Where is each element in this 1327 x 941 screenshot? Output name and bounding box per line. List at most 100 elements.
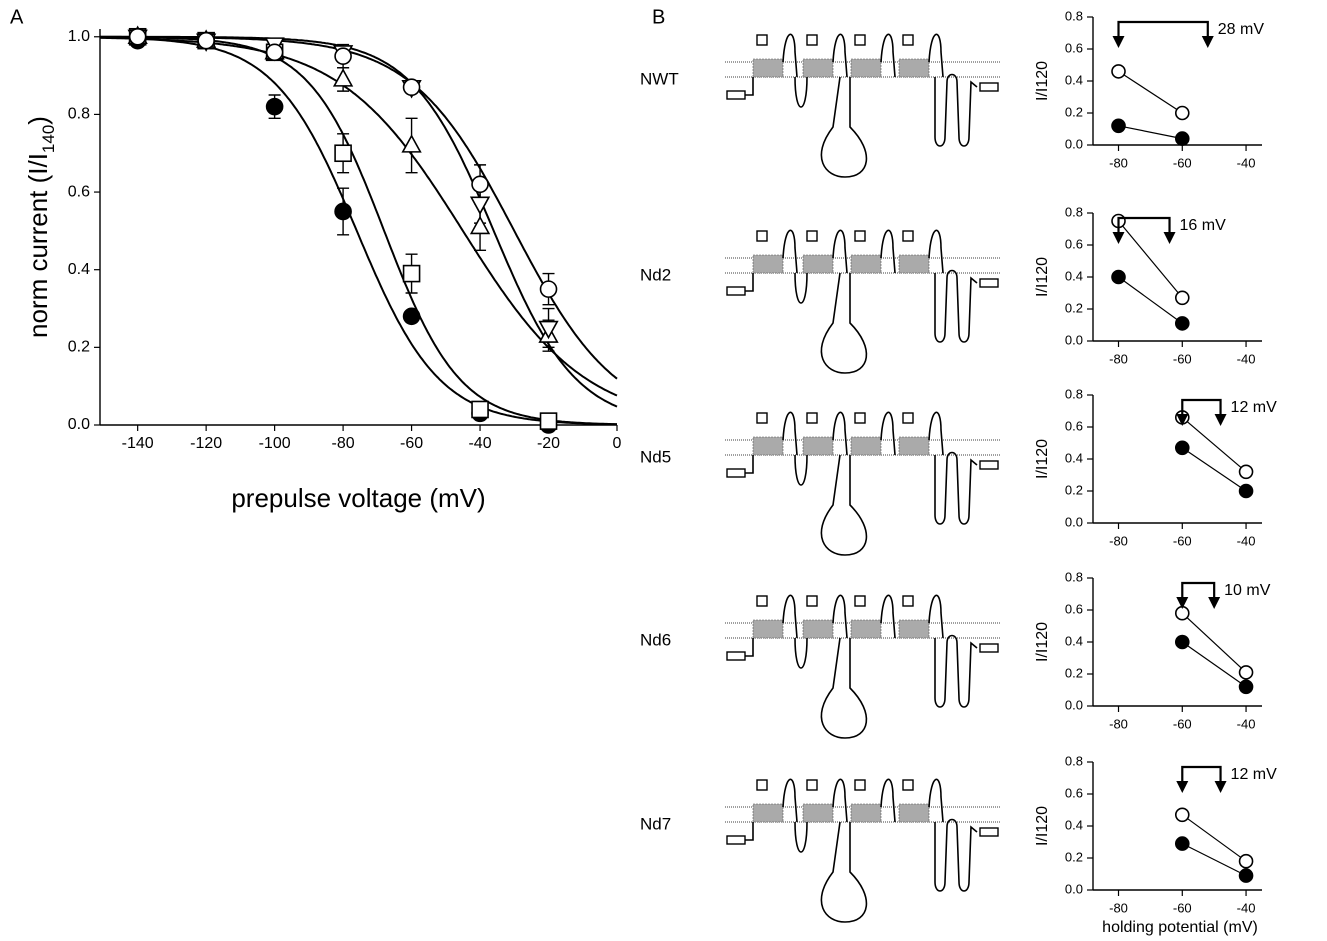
c-term <box>934 73 978 147</box>
loop-1 <box>794 637 808 669</box>
x-tick-label: -120 <box>190 435 222 452</box>
series-line <box>1182 843 1247 877</box>
loop-1 <box>794 76 808 108</box>
marker <box>1174 290 1190 306</box>
loop-1 <box>794 821 808 853</box>
domain-box <box>902 595 914 607</box>
y-tick-label: 0.6 <box>1065 236 1083 251</box>
segments <box>850 619 882 639</box>
domain-box <box>756 230 768 242</box>
marker <box>1174 836 1190 851</box>
shift-label: 10 mV <box>1224 582 1271 599</box>
segments <box>850 803 882 823</box>
y-tick-label: 0.6 <box>1065 40 1083 55</box>
segments <box>850 58 882 78</box>
x-tick-label: -40 <box>1237 716 1256 731</box>
c-box <box>979 460 999 470</box>
arrow-head <box>1112 36 1125 48</box>
loop-1 <box>794 454 808 486</box>
domain-box <box>806 779 818 791</box>
series-line <box>1181 612 1247 673</box>
domain-box <box>854 412 866 424</box>
marker <box>332 68 354 87</box>
y-axis-title: I/I120 <box>1034 439 1051 479</box>
series-line <box>1118 276 1183 324</box>
fit-curve <box>100 36 617 426</box>
channel-diagram <box>725 778 1000 923</box>
arrow-head <box>1201 36 1214 48</box>
shift-label: 12 mV <box>1231 766 1278 783</box>
x-tick-label: -60 <box>400 435 423 452</box>
y-tick-label: 0.0 <box>1065 697 1083 712</box>
x-tick-label: 0 <box>613 435 622 452</box>
marker <box>1238 665 1254 680</box>
y-tick-label: 0.8 <box>1065 204 1083 219</box>
y-tick-label: 0.2 <box>1065 300 1083 315</box>
y-tick-label: 0.2 <box>1065 665 1083 680</box>
loop <box>782 229 798 274</box>
n-box <box>726 835 746 845</box>
loop-1 <box>794 272 808 304</box>
series-line <box>1181 814 1247 862</box>
marker <box>469 215 491 235</box>
x-tick-label: -80 <box>1109 155 1128 170</box>
segments <box>850 436 882 456</box>
loop <box>880 229 896 274</box>
n-box <box>726 651 746 661</box>
y-tick-label: 0.2 <box>68 339 90 356</box>
marker <box>402 78 421 97</box>
marker <box>471 175 489 194</box>
c-term <box>934 269 978 343</box>
loop <box>832 411 848 456</box>
domain-box <box>756 779 768 791</box>
y-tick-label: 0.0 <box>1065 881 1083 896</box>
segments <box>802 58 834 78</box>
x-tick-label: -100 <box>259 435 291 452</box>
segments <box>898 254 930 274</box>
marker <box>1174 807 1190 823</box>
big-loop <box>820 821 868 923</box>
n-term <box>745 822 754 841</box>
arrow-head <box>1176 597 1189 609</box>
y-axis-title-part: norm current (I/I <box>23 153 53 338</box>
fit-curve <box>100 36 617 426</box>
y-tick-label: 0.0 <box>68 416 90 433</box>
y-tick-label: 0.4 <box>68 261 90 278</box>
series-line <box>1118 220 1183 299</box>
segments <box>752 254 784 274</box>
loop <box>928 411 944 456</box>
y-tick-label: 0.8 <box>1065 753 1083 768</box>
n-term <box>745 273 754 292</box>
x-axis-title: prepulse voltage (mV) <box>231 483 485 513</box>
x-tick-label: -140 <box>122 435 154 452</box>
c-term <box>934 818 978 892</box>
c-box <box>979 643 999 653</box>
arrow-head <box>1214 414 1227 426</box>
series-line <box>1181 447 1247 492</box>
y-tick-label: 0.0 <box>1065 332 1083 347</box>
series-line <box>1118 125 1183 140</box>
x-tick-label: -20 <box>537 435 560 452</box>
marker <box>539 280 558 298</box>
big-loop <box>820 637 868 739</box>
loop <box>782 411 798 456</box>
y-axis-title: I/I120 <box>1034 806 1051 846</box>
c-box <box>979 82 999 92</box>
channel-diagram <box>725 411 1000 556</box>
domain-box <box>854 595 866 607</box>
arrow-head <box>1176 414 1189 426</box>
x-tick-label: -60 <box>1173 351 1192 366</box>
y-tick-label: 0.2 <box>1065 104 1083 119</box>
domain-box <box>756 595 768 607</box>
row-label: Nd5 <box>640 447 671 466</box>
shift-arrow <box>1117 20 1209 42</box>
y-axis-title: I/I120 <box>1034 61 1051 101</box>
c-box <box>979 278 999 288</box>
domain-box <box>902 230 914 242</box>
loop <box>832 594 848 639</box>
marker <box>334 144 352 163</box>
arrow-head <box>1112 232 1125 244</box>
shift-label: 12 mV <box>1231 399 1278 416</box>
marker <box>469 196 491 215</box>
